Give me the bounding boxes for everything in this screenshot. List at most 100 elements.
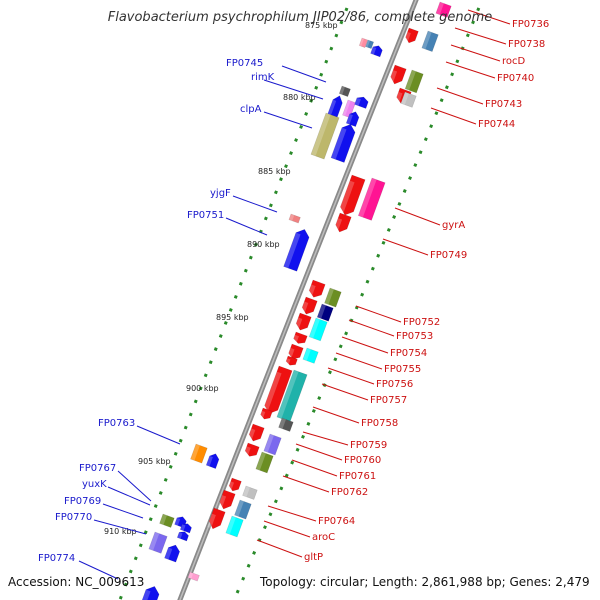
kbp-tick-label: 885 kbp <box>258 167 291 176</box>
gene-label-left: FP0767 <box>79 463 116 474</box>
inner-tick-track <box>118 0 352 600</box>
kbp-tick-label: 880 kbp <box>283 93 316 102</box>
topology-text: Topology: circular; Length: 2,861,988 bp… <box>260 575 590 589</box>
label-leader-lines <box>78 9 511 580</box>
feature-arrow-forward <box>345 111 360 127</box>
leader-line <box>450 44 501 62</box>
leader-line <box>355 305 402 323</box>
gene-label-left: FP0751 <box>187 210 224 221</box>
gene-label-right: gyrA <box>442 220 465 231</box>
gene-label-right: FP0749 <box>430 250 467 261</box>
gene-label-right: FP0761 <box>339 471 376 482</box>
gene-label-left: yuxK <box>82 479 107 490</box>
feature-steelblue <box>421 30 439 53</box>
feature-olive <box>159 513 175 528</box>
gene-label-right: FP0762 <box>331 487 368 498</box>
gene-label-right: FP0759 <box>350 440 387 451</box>
feature-pink <box>357 177 386 221</box>
leader-line <box>312 406 360 424</box>
leader-line <box>302 431 349 446</box>
gene-label-right: gltP <box>304 552 323 563</box>
feature-arrow-forward <box>179 523 192 534</box>
leader-line <box>394 207 441 226</box>
feature-pink <box>187 571 200 582</box>
gene-label-right: FP0764 <box>318 516 355 527</box>
feature-steelblue <box>234 499 252 520</box>
leader-line <box>291 459 338 477</box>
feature-arrow-reverse <box>262 365 293 414</box>
feature-arrow-reverse <box>207 507 226 530</box>
gene-labels: FP0745 rimK clpA yjgF FP0751 FP0763 FP0767 yuxK… <box>38 19 549 564</box>
feature-arrow-reverse <box>227 477 242 492</box>
feature-navy <box>316 303 334 322</box>
feature-gray <box>400 91 417 108</box>
feature-darkgray <box>278 417 294 432</box>
feature-arrow-forward <box>205 453 220 469</box>
feature-arrow-reverse <box>404 27 419 44</box>
feature-slateblue <box>148 531 168 554</box>
feature-arrow-reverse <box>333 212 352 233</box>
leader-line <box>263 79 324 100</box>
leader-line <box>267 505 317 522</box>
feature-arrow-forward <box>283 229 310 272</box>
feature-arrow-reverse <box>300 296 318 315</box>
feature-arrow-reverse <box>243 442 260 457</box>
gene-label-right: FP0744 <box>478 119 515 130</box>
map-title: Flavobacterium psychrophilum JIP02/86, c… <box>107 10 493 25</box>
leader-line <box>348 319 395 337</box>
accession-text: Accession: NC_009613 <box>8 575 145 589</box>
gene-label-right: FP0754 <box>390 348 427 359</box>
feature-arrow-forward <box>140 586 160 600</box>
tick-marks: 875 kbp 880 kbp 885 kbp 890 kbp 895 kbp 900 k… <box>104 0 484 600</box>
gene-label-right: FP0738 <box>508 39 545 50</box>
gene-label-left: FP0745 <box>226 58 263 69</box>
leader-line <box>341 336 389 354</box>
gene-label-left: FP0774 <box>38 553 75 564</box>
feature-arrow-forward <box>164 544 180 563</box>
feature-cyan <box>225 515 244 538</box>
leader-line <box>467 9 511 25</box>
gene-label-right: aroC <box>312 532 335 543</box>
leader-line <box>117 470 152 502</box>
feature-steelblue <box>365 39 375 50</box>
gene-label-left: rimK <box>251 72 275 83</box>
gene-label-left: yjgF <box>210 188 231 199</box>
gene-label-left: FP0769 <box>64 496 101 507</box>
leader-line <box>335 352 383 370</box>
feature-arrow-forward <box>354 96 369 109</box>
leader-line <box>93 519 147 535</box>
leader-line <box>281 65 327 83</box>
gene-label-left: FP0770 <box>55 512 92 523</box>
leader-line <box>436 87 484 105</box>
feature-khaki <box>310 112 340 160</box>
gene-label-right: FP0740 <box>497 73 534 84</box>
leader-line <box>382 238 429 256</box>
kbp-tick-label: 895 kbp <box>216 313 249 322</box>
gene-features <box>140 1 452 600</box>
leader-line <box>256 539 303 558</box>
feature-arrow-reverse <box>338 174 366 216</box>
feature-arrow-reverse <box>247 423 265 442</box>
leader-line <box>454 27 507 45</box>
feature-olive <box>324 287 342 308</box>
feature-arrow-forward <box>327 95 343 119</box>
gene-label-right: FP0736 <box>512 19 549 30</box>
feature-cyan <box>302 347 319 364</box>
feature-arrow-reverse <box>307 279 326 298</box>
leader-line <box>327 367 375 385</box>
gene-label-right: FP0757 <box>370 395 407 406</box>
gene-label-right: FP0752 <box>403 317 440 328</box>
kbp-tick-label: 910 kbp <box>104 527 137 536</box>
feature-arrow-reverse <box>287 343 304 360</box>
feature-arrow-forward <box>176 531 189 542</box>
gene-label-left: FP0763 <box>98 418 135 429</box>
kbp-tick-label: 905 kbp <box>138 457 171 466</box>
kbp-tick-label: 875 kbp <box>305 21 338 30</box>
leader-line <box>263 111 313 129</box>
feature-slateblue <box>263 433 282 456</box>
feature-olive <box>255 451 274 474</box>
leader-line <box>225 217 268 236</box>
leader-line <box>102 503 144 519</box>
leader-line <box>282 475 330 493</box>
